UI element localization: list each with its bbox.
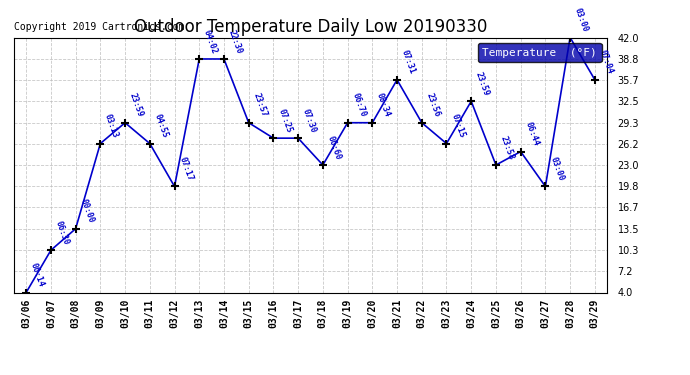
Text: 23:57: 23:57 [251, 92, 268, 118]
Title: Outdoor Temperature Daily Low 20190330: Outdoor Temperature Daily Low 20190330 [134, 18, 487, 36]
Text: 23:59: 23:59 [128, 92, 145, 118]
Text: 23:58: 23:58 [499, 134, 515, 161]
Text: 07:15: 07:15 [449, 113, 466, 140]
Text: 00:00: 00:00 [79, 198, 95, 225]
Text: 03:00: 03:00 [573, 7, 590, 33]
Text: 03:00: 03:00 [548, 156, 565, 182]
Text: 06:44: 06:44 [524, 121, 540, 147]
Text: 08:34: 08:34 [375, 92, 392, 118]
Text: 06:70: 06:70 [351, 92, 367, 118]
Text: 06:14: 06:14 [29, 262, 46, 288]
Text: 07:31: 07:31 [400, 49, 417, 76]
Text: 03:13: 03:13 [103, 113, 120, 140]
Text: 07:04: 07:04 [598, 49, 615, 76]
Text: 23:59: 23:59 [474, 70, 491, 97]
Text: 07:17: 07:17 [177, 156, 195, 182]
Text: 22:30: 22:30 [227, 28, 244, 55]
Text: 07:25: 07:25 [276, 107, 293, 134]
Text: 06:60: 06:60 [326, 134, 343, 161]
Text: Copyright 2019 Cartronics.com: Copyright 2019 Cartronics.com [14, 22, 184, 32]
Text: 04:55: 04:55 [152, 113, 170, 140]
Legend: Temperature  (°F): Temperature (°F) [478, 43, 602, 62]
Text: 07:30: 07:30 [301, 107, 318, 134]
Text: 04:02: 04:02 [202, 28, 219, 55]
Text: 06:30: 06:30 [54, 219, 70, 246]
Text: 23:56: 23:56 [424, 92, 442, 118]
